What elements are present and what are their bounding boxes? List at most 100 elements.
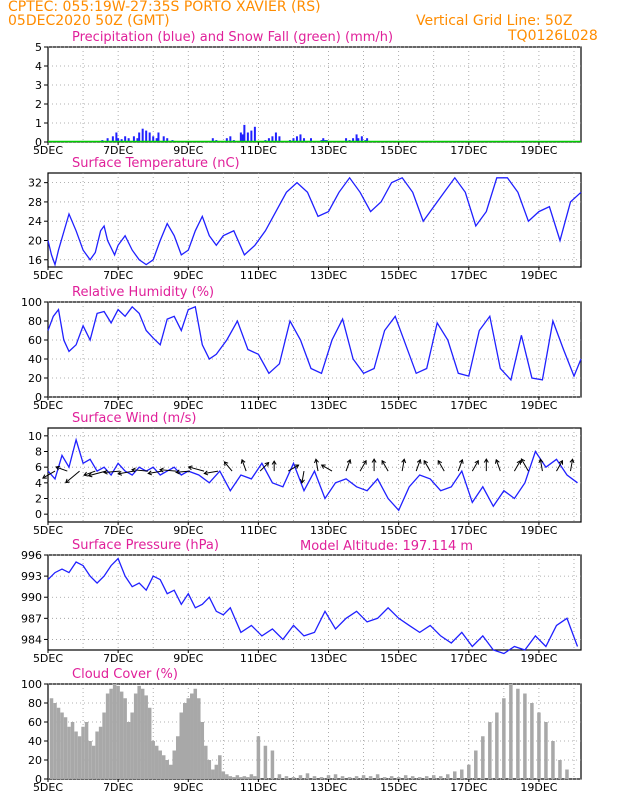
wind-arrow-head: [516, 459, 521, 465]
wind-arrow-head: [362, 459, 367, 465]
panel-5-xtick-label: 9DEC: [173, 781, 203, 794]
precip-bar: [250, 130, 253, 142]
cloud-bar: [193, 688, 198, 779]
cloud-bar: [389, 776, 394, 779]
panel-2-xtick-label: 5DEC: [33, 399, 63, 412]
cloud-bar: [140, 688, 145, 779]
wind-arrow: [359, 460, 367, 472]
panel-3-xtick-label: 15DEC: [380, 524, 417, 537]
cloud-bar: [530, 703, 534, 779]
precip-bar: [115, 132, 118, 142]
panel-4-xtick-label: 7DEC: [103, 652, 133, 665]
cloud-bar: [431, 775, 436, 779]
cloud-bar: [270, 750, 275, 779]
cloud-bar: [523, 693, 527, 779]
precip-bar: [148, 132, 151, 142]
cloud-bar: [204, 745, 208, 779]
panel-3-xtick-label: 9DEC: [173, 524, 203, 537]
wind-arrow-head: [223, 461, 229, 466]
cloud-bar: [277, 774, 282, 779]
precip-bar: [111, 136, 114, 142]
panel-2-xtick-label: 11DEC: [240, 399, 277, 412]
cloud-bar: [116, 685, 120, 779]
wind-arrow: [457, 459, 463, 472]
panel-2-xtick-label: 19DEC: [520, 399, 557, 412]
cloud-bar: [119, 691, 124, 779]
panel-0-xtick-label: 7DEC: [103, 144, 133, 157]
panel-0-xtick-label: 5DEC: [33, 144, 63, 157]
wind-arrow: [83, 470, 96, 476]
cloud-bar: [81, 726, 85, 779]
cloud-bar: [109, 688, 113, 779]
cloud-bar: [144, 695, 148, 779]
panel-4-xtick-label: 17DEC: [450, 652, 487, 665]
cloud-bar: [56, 707, 61, 779]
cloud-bar: [403, 775, 408, 779]
cloud-bar: [235, 775, 240, 779]
precip-bar: [141, 128, 144, 142]
wind-arrow: [315, 459, 319, 472]
wind-arrow: [241, 459, 247, 472]
panel-4-xtick-label: 19DEC: [520, 652, 557, 665]
panel-1-ytick-label: 16: [28, 254, 42, 267]
cloud-bar: [137, 685, 141, 779]
panel-2-title: Relative Humidity (%): [72, 285, 214, 300]
cloud-bar: [417, 777, 422, 779]
cloud-bar: [242, 776, 247, 779]
wind-arrow-head: [294, 464, 300, 469]
wind-arrow: [188, 466, 205, 472]
wind-arrow-head: [423, 459, 428, 465]
wind-arrow-head: [458, 458, 464, 464]
panel-2-ytick-label: 40: [28, 353, 42, 366]
panel-0-ytick-label: 1: [35, 117, 42, 130]
wind-arrow: [103, 470, 120, 473]
wind-arrow-head: [83, 471, 89, 477]
panel-5-ytick-label: 100: [21, 678, 42, 691]
cloud-bar: [558, 760, 562, 779]
wind-arrow-head: [131, 467, 136, 473]
cloud-bar: [158, 750, 162, 779]
cloud-bar: [382, 777, 387, 779]
panel-2-ytick-label: 20: [28, 372, 42, 385]
cloud-bar: [263, 745, 268, 779]
cloud-bar: [228, 776, 233, 779]
panel-4-ytick-label: 987: [21, 612, 42, 625]
precip-bar: [253, 126, 256, 142]
wind-arrow: [131, 469, 148, 472]
panel-1-xtick-label: 17DEC: [450, 269, 487, 282]
wind-arrow-head: [416, 458, 422, 464]
precip-bar: [241, 134, 244, 142]
precip-bar: [124, 136, 127, 142]
panel-3-ytick-label: 8: [35, 446, 42, 459]
panel-0-title: Precipitation (blue) and Snow Fall (gree…: [72, 30, 393, 45]
cloud-bar: [123, 698, 127, 779]
precip-bar: [246, 132, 249, 142]
wind-arrow: [321, 464, 333, 472]
wind-arrow-head: [483, 458, 489, 463]
panel-4-ytick-label: 993: [21, 570, 42, 583]
cloud-bar: [340, 776, 345, 779]
panel-5-ytick-label: 20: [28, 754, 42, 767]
cloud-bar: [74, 731, 78, 779]
precip-bar: [366, 138, 369, 142]
precip-bar: [278, 136, 281, 142]
wind-arrow-head: [271, 460, 277, 465]
precip-bar: [166, 138, 169, 142]
panel-5-ytick-label: 60: [28, 716, 42, 729]
panel-1-title: Surface Temperature (nC): [72, 156, 240, 171]
wind-arrow: [539, 459, 543, 472]
panel-5-ytick-label: 80: [28, 697, 42, 710]
wind-arrow-head: [381, 459, 386, 465]
panel-3-ytick-label: 10: [28, 430, 42, 443]
wind-arrow-head: [299, 478, 305, 484]
cloud-bar: [291, 777, 296, 779]
panel-0-ytick-label: 4: [35, 60, 42, 73]
cloud-bar: [168, 764, 173, 779]
precip-bar: [138, 132, 141, 142]
panel-0-ytick-label: 2: [35, 98, 42, 111]
panel-0-xtick-label: 9DEC: [173, 144, 203, 157]
cloud-bar: [396, 777, 401, 779]
panel-2-xtick-label: 17DEC: [450, 399, 487, 412]
wind-arrow-head: [159, 467, 164, 473]
